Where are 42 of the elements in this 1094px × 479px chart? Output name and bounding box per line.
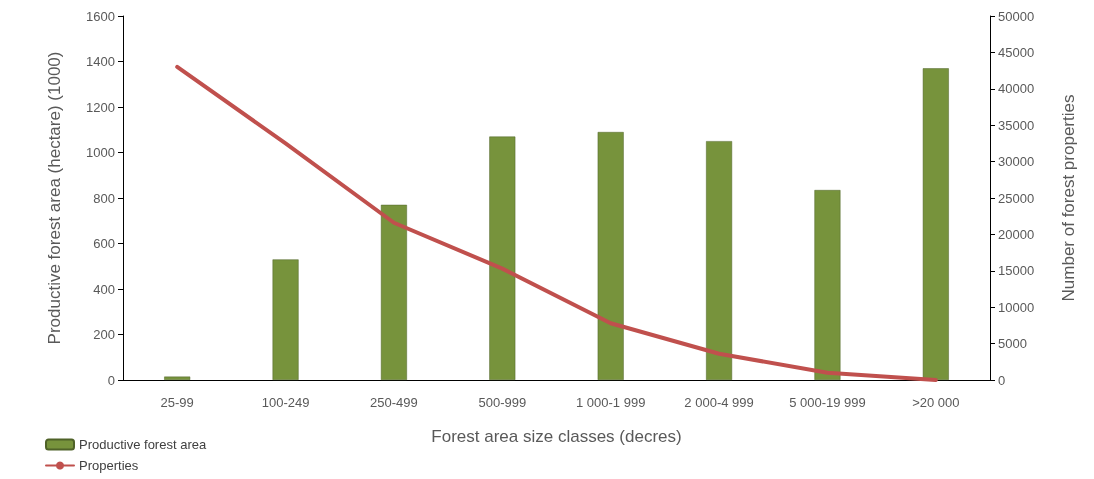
y-tick-label: 400 [93,281,115,297]
x-tick-label: 100-249 [261,395,310,410]
x-tick-label: 500-999 [478,395,527,410]
y-tick-label: 1000 [86,145,115,160]
bar [706,141,733,380]
y2-axis-title: Number of forest properties [1059,94,1078,302]
legend-label: Properties [79,458,139,473]
y2-tick-label: 25000 [998,190,1035,206]
y2-tick-label: 30000 [998,154,1035,170]
y-axis-title: Productive forest area (hectare) (1000) [45,51,64,345]
x-tick-label: 25-99 [160,395,194,410]
y2-tick-label: 40000 [998,81,1035,97]
x-tick-label: >20 000 [912,395,960,410]
y2-tick-label: 50000 [998,8,1035,24]
y2-tick-label: 45000 [998,44,1035,60]
bar [272,259,299,380]
y-tick-label: 200 [93,327,115,342]
bar [164,376,191,380]
bar [489,136,516,380]
y-tick-label: 1200 [86,99,115,115]
y-tick-label: 1400 [86,54,115,69]
y-tick-label: 0 [107,372,115,388]
y2-tick-label: 15000 [998,263,1035,279]
y2-tick-label: 35000 [998,117,1035,133]
x-tick-label: 2 000-4 999 [684,395,754,410]
bar [814,190,841,380]
y-tick-label: 1600 [86,8,115,24]
y2-tick-label: 20000 [998,226,1035,242]
y2-tick-label: 10000 [998,299,1035,315]
x-tick-label: 5 000-19 999 [789,395,866,410]
legend-label: Productive forest area [79,437,207,452]
y2-tick-label: 5000 [998,336,1027,352]
bar [922,68,949,380]
y-tick-label: 800 [93,190,115,206]
y2-tick-label: 0 [998,372,1006,388]
x-tick-label: 250-499 [370,395,418,410]
line-series [175,64,938,382]
y-tick-label: 600 [93,236,115,251]
x-tick-label: 1 000-1 999 [575,395,646,410]
bar [597,132,624,380]
x-axis-title: Forest area size classes (decres) [431,427,682,446]
bar [380,204,407,380]
